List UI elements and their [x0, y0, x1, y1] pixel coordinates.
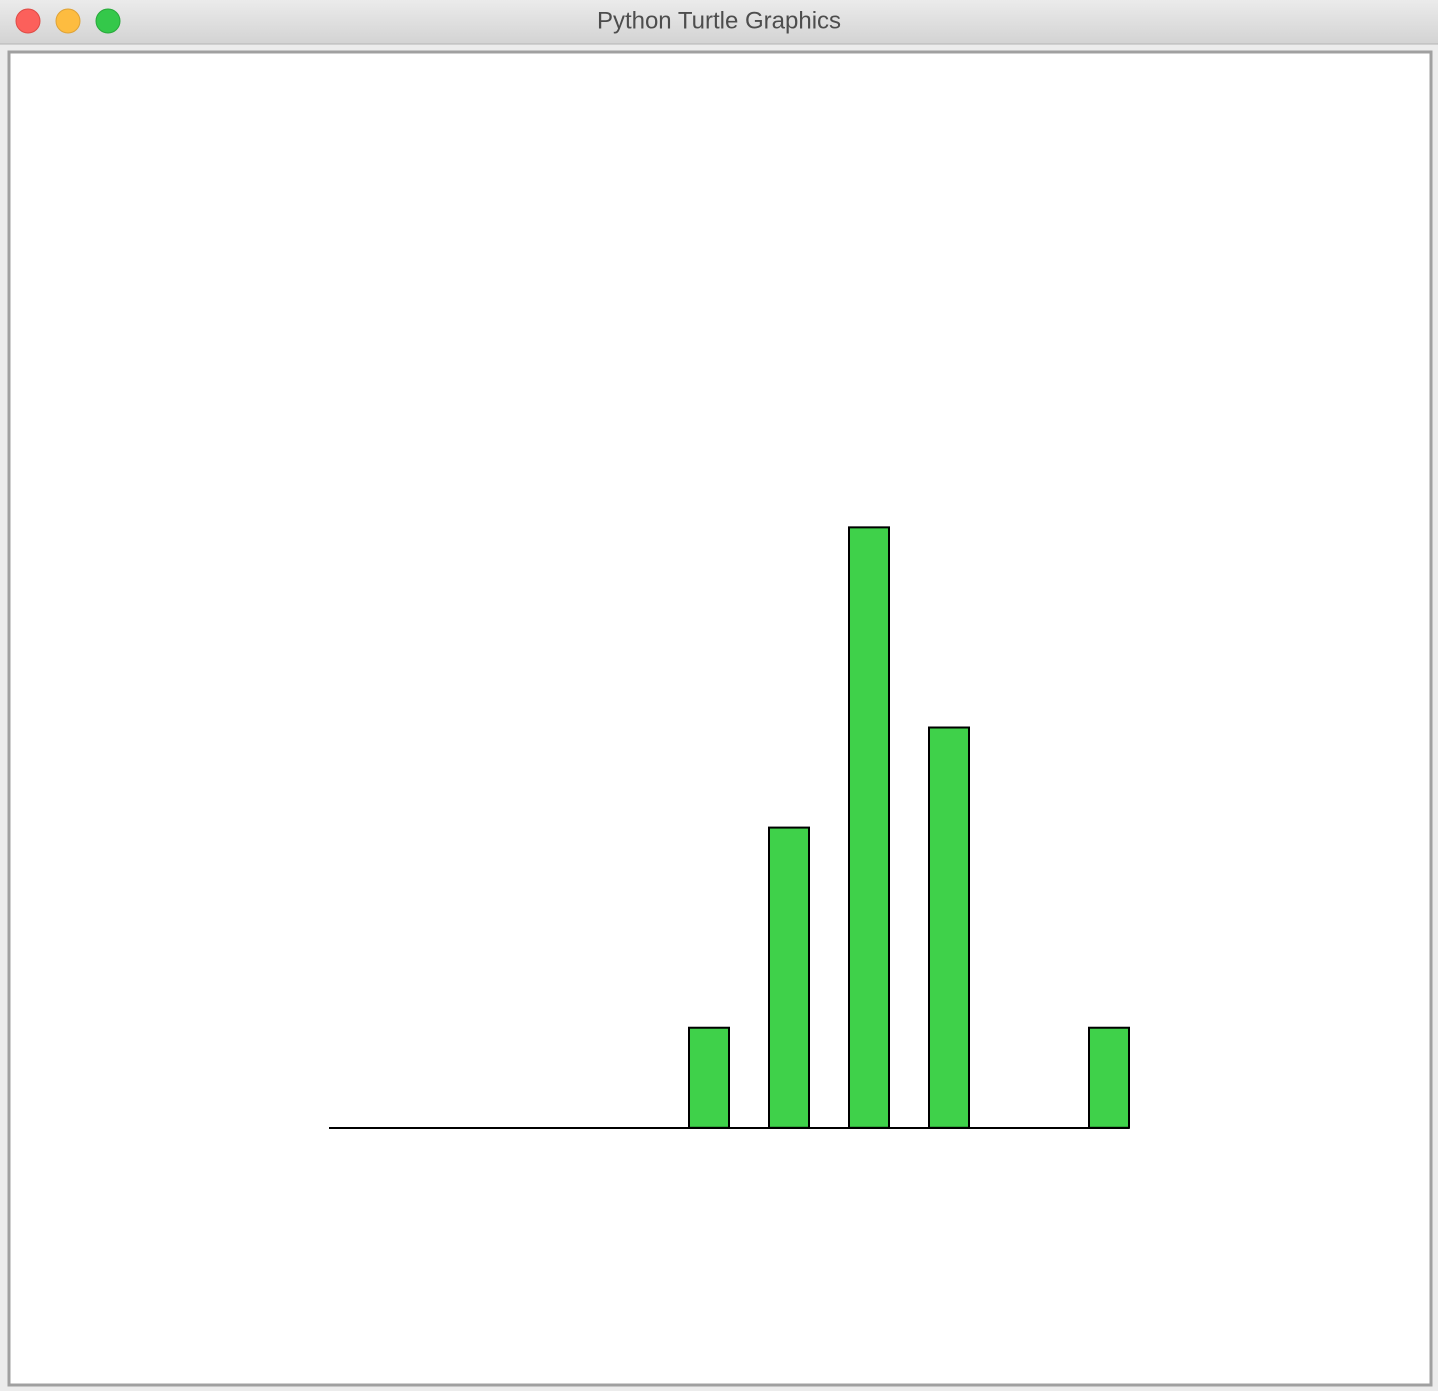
title-bar — [0, 0, 1438, 44]
bar — [848, 526, 890, 1129]
bar — [768, 826, 810, 1129]
close-button[interactable] — [15, 8, 41, 34]
minimize-button[interactable] — [55, 8, 81, 34]
bar — [928, 726, 970, 1129]
zoom-button[interactable] — [95, 8, 121, 34]
bar — [1088, 1026, 1130, 1129]
window-title: Python Turtle Graphics — [597, 7, 841, 34]
canvas — [7, 50, 1433, 1387]
bar — [688, 1026, 730, 1129]
